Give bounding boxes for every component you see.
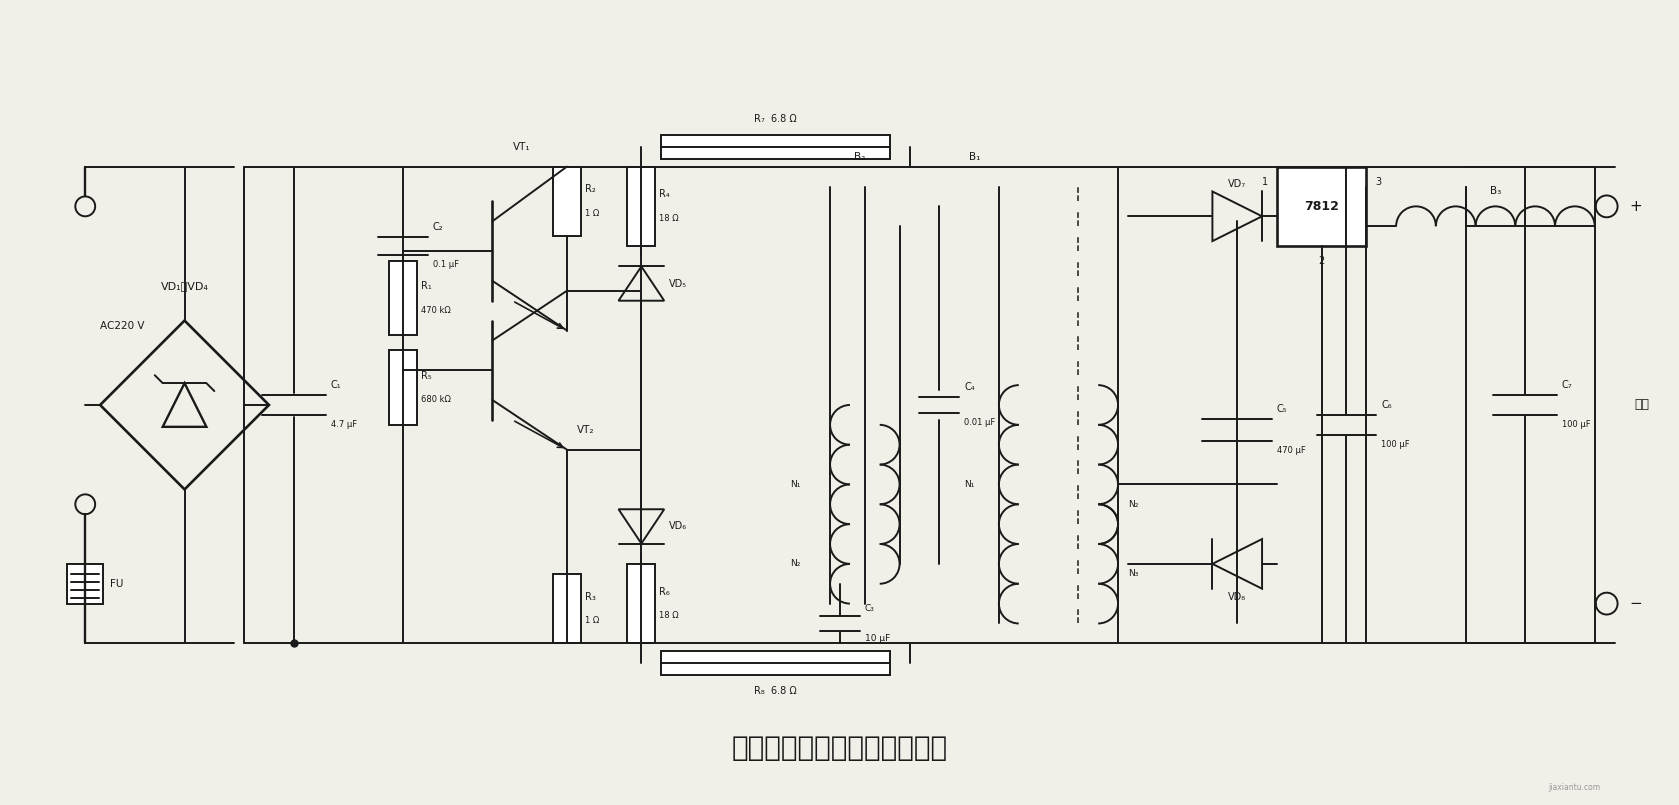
- Text: R₂: R₂: [584, 184, 596, 195]
- Text: 100 μF: 100 μF: [1382, 440, 1410, 449]
- Text: VD₆: VD₆: [670, 522, 687, 531]
- Bar: [67, 564, 102, 604]
- Text: jiaxiantu.com: jiaxiantu.com: [1548, 782, 1600, 792]
- Text: 18 Ω: 18 Ω: [660, 611, 678, 620]
- Text: N₂: N₂: [1128, 500, 1138, 509]
- Text: C₆: C₆: [1382, 400, 1392, 410]
- Bar: [390, 261, 416, 336]
- Text: VD₇: VD₇: [1227, 179, 1246, 188]
- Bar: [628, 564, 655, 643]
- Text: 0.01 μF: 0.01 μF: [964, 419, 996, 427]
- Text: FU: FU: [111, 579, 124, 588]
- Text: B₃: B₃: [1489, 187, 1501, 196]
- Text: 470 kΩ: 470 kΩ: [421, 306, 450, 315]
- Text: R₈  6.8 Ω: R₈ 6.8 Ω: [754, 686, 798, 696]
- Text: R₅: R₅: [421, 370, 432, 381]
- Text: N₁: N₁: [964, 480, 974, 489]
- Text: C₂: C₂: [433, 222, 443, 232]
- Bar: [552, 574, 581, 643]
- Text: VD₁～VD₄: VD₁～VD₄: [161, 281, 208, 291]
- Text: R₃: R₃: [584, 592, 596, 601]
- Text: 0.1 μF: 0.1 μF: [433, 261, 458, 270]
- Bar: [628, 167, 655, 246]
- Text: VD₅: VD₅: [670, 279, 687, 288]
- Bar: [552, 167, 581, 236]
- Bar: [1278, 167, 1367, 246]
- Text: C₁: C₁: [331, 380, 341, 390]
- Text: 3: 3: [1375, 176, 1382, 187]
- Text: C₃: C₃: [865, 604, 875, 613]
- Text: B₂: B₂: [855, 151, 865, 162]
- Text: VT₂: VT₂: [578, 425, 594, 435]
- Text: 4.7 μF: 4.7 μF: [331, 420, 356, 429]
- Bar: [662, 135, 890, 159]
- Text: +: +: [1630, 199, 1642, 214]
- Text: AC220 V: AC220 V: [101, 320, 144, 331]
- Text: N₂: N₂: [789, 559, 801, 568]
- Text: B₁: B₁: [969, 151, 981, 162]
- Text: R₄: R₄: [660, 189, 670, 200]
- Text: C₇: C₇: [1561, 380, 1573, 390]
- Text: 680 kΩ: 680 kΩ: [421, 395, 450, 404]
- Bar: [390, 350, 416, 425]
- Text: R₁: R₁: [421, 281, 432, 291]
- Text: −: −: [1630, 596, 1642, 611]
- Text: VD₈: VD₈: [1227, 592, 1246, 601]
- Text: 10 μF: 10 μF: [865, 634, 890, 643]
- Text: R₆: R₆: [660, 587, 670, 597]
- Text: N₃: N₃: [1128, 569, 1138, 578]
- Text: 18 Ω: 18 Ω: [660, 214, 678, 223]
- Text: R₇  6.8 Ω: R₇ 6.8 Ω: [754, 114, 798, 124]
- Text: VT₁: VT₁: [514, 142, 531, 152]
- Text: 1 Ω: 1 Ω: [584, 616, 599, 625]
- Text: 高精度电子开关电源电路原理: 高精度电子开关电源电路原理: [732, 733, 947, 762]
- Bar: [662, 651, 890, 675]
- Text: C₄: C₄: [964, 382, 975, 392]
- Text: 1: 1: [1263, 176, 1268, 187]
- Text: 7812: 7812: [1305, 200, 1340, 213]
- Text: C₅: C₅: [1278, 404, 1288, 414]
- Text: 100 μF: 100 μF: [1561, 420, 1590, 429]
- Text: N₁: N₁: [789, 480, 801, 489]
- Text: 470 μF: 470 μF: [1278, 446, 1306, 455]
- Text: 输出: 输出: [1634, 398, 1649, 411]
- Text: 2: 2: [1318, 256, 1325, 266]
- Text: 1 Ω: 1 Ω: [584, 208, 599, 218]
